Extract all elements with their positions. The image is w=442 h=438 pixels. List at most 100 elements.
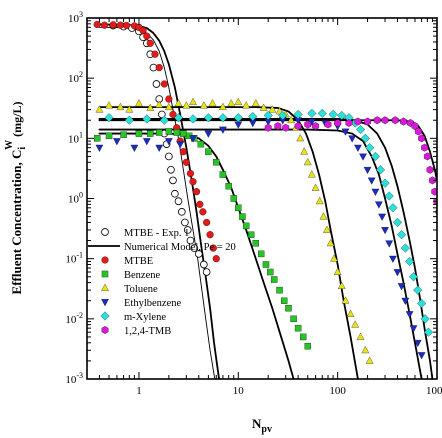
data-point [326,239,335,247]
data-point [122,21,131,30]
data-point [199,101,208,109]
data-point [104,113,114,123]
data-point [180,130,187,137]
data-point [95,105,104,113]
data-point [370,151,380,161]
data-point [242,222,250,230]
data-point [267,268,274,276]
data-point [323,225,331,233]
legend-marker-swatch [101,256,109,264]
legend-label: MTBE [124,256,153,267]
data-point [409,325,418,333]
legend-marker-swatch [101,283,109,291]
data-point [192,188,201,196]
x-axis-label: Npv [252,416,272,435]
legend-label: Benzene [124,270,160,281]
data-point [248,120,257,128]
data-point [400,117,407,126]
y-tick-label: 100 [68,191,83,206]
data-point [203,113,213,123]
x-axis-label-main: N [252,416,262,431]
data-point [120,131,127,138]
data-point [354,117,362,126]
data-point [242,101,251,109]
data-point [426,165,434,174]
data-point [233,113,243,123]
y-tick-label: 10-3 [65,371,83,386]
data-point [197,140,205,148]
y-tick-label: 102 [68,70,83,85]
legend-label: 1,2,4-TMB [124,326,171,337]
data-point [204,130,213,138]
data-point [135,99,143,107]
y-tick-label: 10-1 [65,251,83,266]
data-point [365,143,375,153]
data-point [203,218,211,227]
data-point [375,165,386,175]
data-point [421,143,429,152]
data-point [147,130,154,137]
data-point [311,183,320,191]
data-point [356,332,365,340]
data-point [328,109,338,119]
data-point [165,128,173,135]
data-point [186,169,195,178]
data-point [155,144,164,152]
legend-marker-swatch [101,228,109,236]
data-point [334,119,342,127]
data-point [293,109,303,119]
data-point [219,126,227,134]
data-point [100,21,109,29]
data-point [278,110,288,120]
data-point [235,204,242,212]
data-point [285,305,292,312]
data-point [181,218,189,227]
data-point [173,113,184,123]
data-point [202,268,211,276]
data-point [262,261,270,268]
data-point [271,276,278,283]
data-point [307,108,317,118]
data-point [303,158,312,166]
data-point [438,219,442,227]
data-point [381,116,389,125]
data-point [165,152,173,161]
data-point [431,187,437,196]
data-point [130,144,139,152]
legend-marker-swatch [101,270,109,278]
data-point [151,50,159,58]
data-point [296,134,305,142]
data-point [177,208,186,216]
legend-marker-swatch [101,299,109,307]
data-point [158,110,166,119]
data-point [276,286,283,294]
data-point [304,120,312,129]
data-point [380,178,390,188]
data-point [105,132,113,140]
data-point [234,121,243,129]
data-point [414,127,422,136]
data-point [182,158,190,166]
data-point [423,327,433,337]
data-point [385,240,394,248]
data-point [165,138,173,146]
data-point [179,148,187,156]
legend-item: Numerical Model, Pe = 20 [88,242,236,253]
data-point [418,134,426,143]
data-point [196,200,204,208]
data-point [375,201,383,209]
data-point [259,103,268,111]
data-point [152,80,161,88]
y-axis-label: Effluent Concentration, CiW (mg/L) [4,102,28,295]
data-point [182,101,191,109]
data-point [420,314,430,324]
data-point [413,285,423,295]
data-point [405,311,414,319]
legend-item: MTBE - Exp. 1 [101,228,189,239]
legend-label: Ethylbenzene [124,298,181,309]
x-tick-label: 10 [233,385,245,397]
y-axis-label-unit: (mg/L) [10,102,24,140]
data-point [282,123,290,132]
data-point [189,97,197,105]
data-point [299,333,307,341]
